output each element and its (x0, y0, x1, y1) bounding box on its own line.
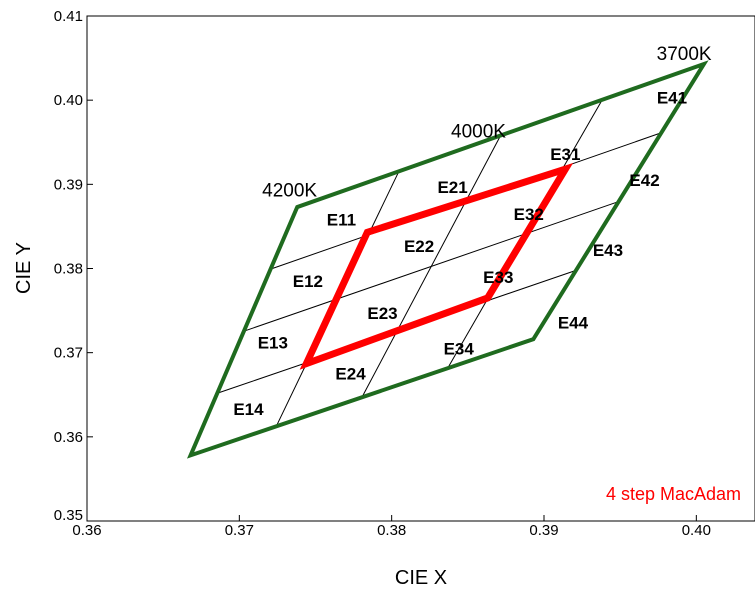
bin-label-e22: E22 (404, 237, 434, 256)
y-tick-label: 0.36 (54, 429, 83, 446)
bin-label-e42: E42 (629, 171, 659, 190)
bin-label-e41: E41 (657, 89, 687, 108)
x-tick-label: 0.38 (377, 522, 406, 539)
x-tick-label: 0.36 (72, 522, 101, 539)
y-tick-label: 0.38 (54, 261, 83, 278)
axis-ticks: 0.36 0.37 0.38 0.39 0.400.350.360.370.380.39… (54, 8, 711, 539)
cct-label-3700k: 3700K (657, 44, 712, 65)
bin-label-e43: E43 (593, 241, 623, 260)
bin-label-e44: E44 (558, 313, 589, 332)
bin-label-e33: E33 (483, 268, 513, 287)
plot-area (86, 15, 755, 522)
bin-label-e11: E11 (327, 211, 356, 230)
bin-label-e23: E23 (367, 304, 397, 323)
bin-label-e12: E12 (293, 272, 323, 291)
y-tick-label: 0.39 (54, 176, 83, 193)
x-axis-label: CIE X (395, 567, 447, 589)
bin-label-e31: E31 (550, 145, 580, 164)
bin-label-e14: E14 (233, 400, 264, 419)
bin-divider-line (243, 201, 619, 332)
y-tick-label: 0.40 (54, 92, 83, 109)
x-tick-label: 0.37 (225, 522, 254, 539)
bin-label-e13: E13 (258, 334, 288, 353)
bin-label-e34: E34 (444, 339, 475, 358)
bin-labels: E11 E21 E31 E41 E12 E22 E32 E42 E13 E23 E33 E43 E14 E… (233, 89, 687, 419)
bin-label-e24: E24 (335, 365, 366, 384)
outer-quadrangle-outline (186, 60, 709, 459)
y-axis-label: CIE Y (13, 242, 35, 294)
y-tick-label: 0.35 (54, 507, 83, 524)
y-tick-label: 0.37 (54, 345, 83, 362)
x-tick-label: 0.39 (529, 522, 558, 539)
macadam-quadrangle (299, 163, 574, 370)
y-tick-label: 0.41 (54, 8, 83, 25)
bin-label-e32: E32 (514, 205, 544, 224)
cct-label-4200k: 4200K (262, 180, 317, 201)
x-tick-label: 0.40 (682, 522, 711, 539)
cct-labels: 4200K 4000K 3700K (262, 44, 712, 201)
macadam-annotation: 4 step MacAdam (606, 484, 741, 504)
macadam-quadrangle-outline (299, 163, 574, 370)
cct-label-4000k: 4000K (451, 121, 506, 142)
bin-label-e21: E21 (437, 178, 467, 197)
outer-quadrangle (186, 60, 709, 459)
